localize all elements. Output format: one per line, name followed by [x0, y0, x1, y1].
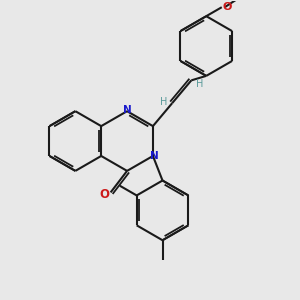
Text: O: O	[223, 2, 232, 12]
Text: O: O	[100, 188, 110, 201]
Text: N: N	[150, 151, 159, 161]
Text: H: H	[160, 97, 167, 107]
Text: H: H	[196, 79, 203, 89]
Text: N: N	[123, 105, 131, 115]
